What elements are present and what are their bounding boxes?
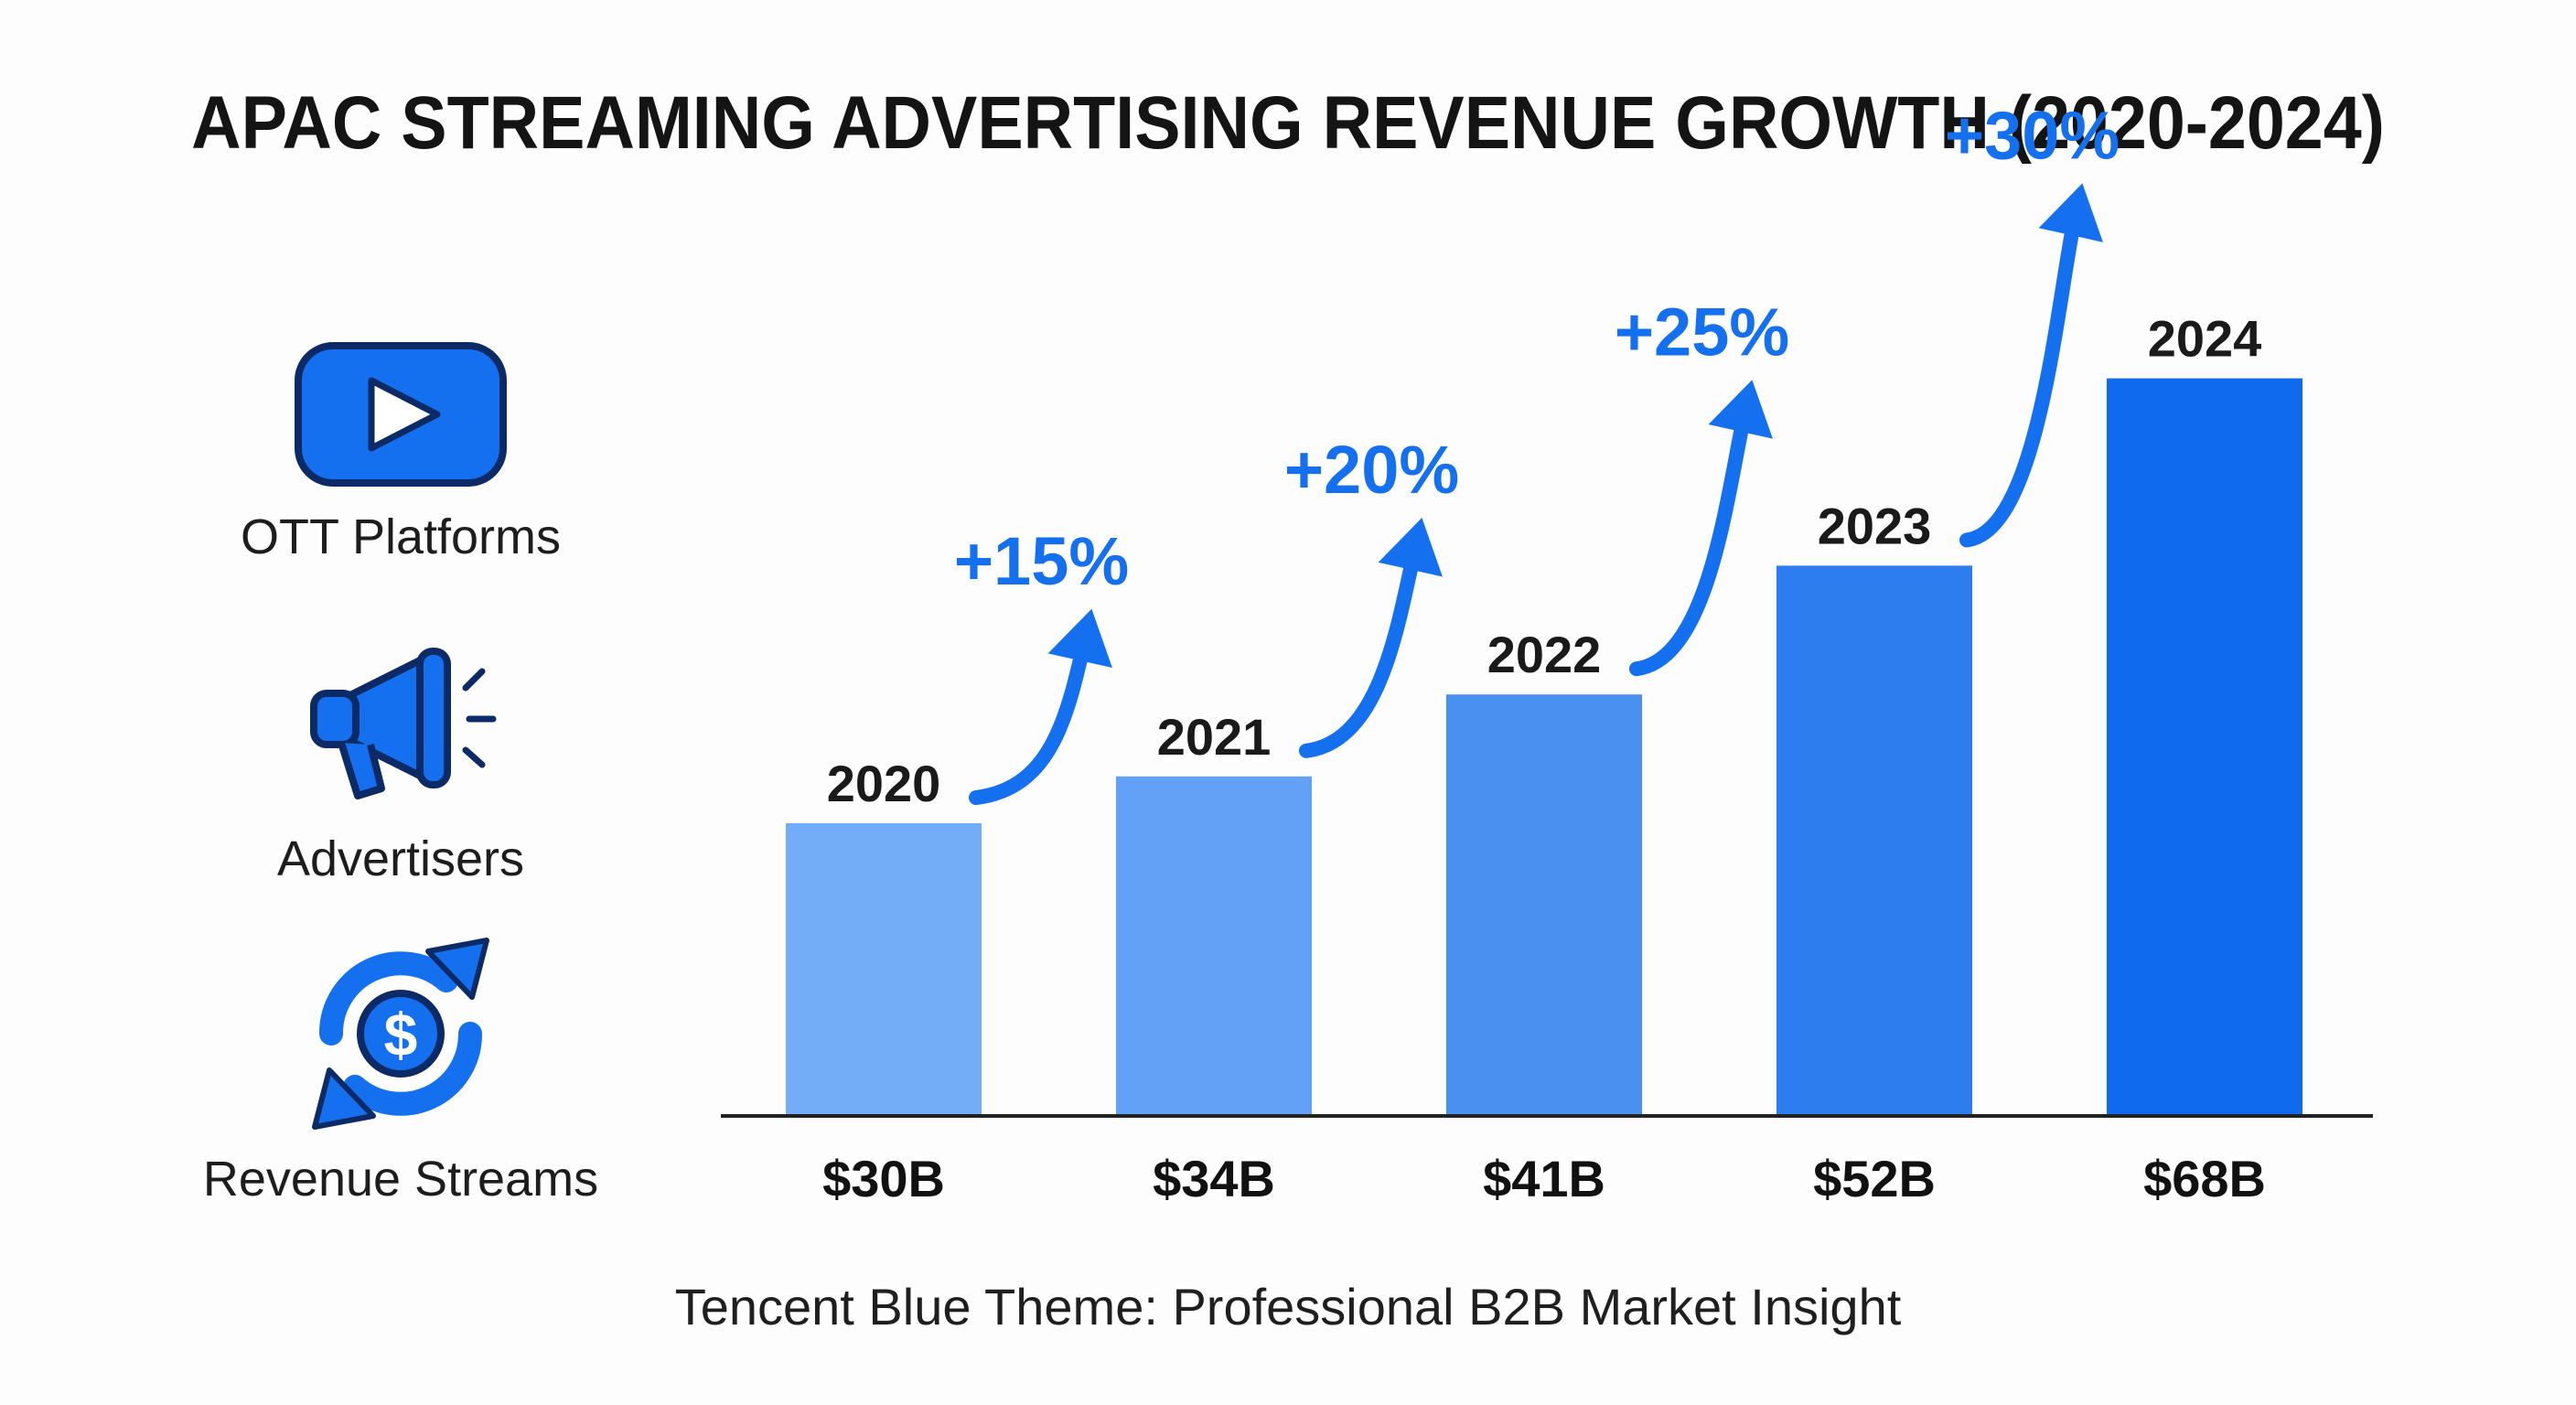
bar-value-label: $68B: [2143, 1150, 2266, 1207]
bar-year-label: 2024: [2148, 310, 2262, 368]
bar-value-label: $41B: [1483, 1150, 1605, 1207]
growth-percent-label: +20%: [1284, 432, 1459, 508]
megaphone-icon: [310, 648, 497, 799]
legend-item-revenue-streams: $ Revenue Streams: [163, 933, 639, 1207]
growth-arrow: [1299, 541, 1422, 758]
growth-arrow-head: [1047, 608, 1112, 669]
legend-label-revenue-streams: Revenue Streams: [202, 1152, 599, 1207]
bar-2022: [1446, 694, 1642, 1116]
bar-year-label: 2022: [1487, 626, 1602, 683]
bar-year-label: 2021: [1157, 708, 1272, 766]
bar-value-label: $34B: [1153, 1150, 1275, 1207]
growth-percent-label: +25%: [1615, 294, 1789, 370]
growth-arrow-head: [1378, 518, 1443, 577]
bar-2023: [1776, 565, 1972, 1116]
play-button-icon: [295, 342, 507, 487]
bar-year-label: 2023: [1818, 497, 1932, 554]
growth-percent-label: +15%: [954, 523, 1129, 599]
bar-value-label: $52B: [1813, 1150, 1936, 1207]
bar-year-label: 2020: [827, 755, 941, 812]
growth-arrow-head: [2038, 183, 2103, 242]
svg-text:$: $: [384, 1001, 418, 1068]
chart-title: APAC STREAMING ADVERTISING REVENUE GROWT…: [191, 81, 2385, 165]
legend-item-advertisers: Advertisers: [163, 631, 639, 887]
growth-arrow-head: [1708, 380, 1773, 439]
legend-label-ott-platforms: OTT Platforms: [240, 509, 562, 564]
growth-arrow: [1629, 402, 1753, 677]
bar-2020: [786, 823, 982, 1116]
growth-percent-label: +30%: [1945, 98, 2120, 174]
footer-caption: Tencent Blue Theme: Professional B2B Mar…: [674, 1278, 1902, 1335]
legend-label-advertisers: Advertisers: [276, 831, 525, 886]
bar-2024: [2107, 378, 2302, 1117]
bar-2021: [1116, 776, 1312, 1116]
growth-arrow: [1959, 206, 2083, 548]
legend-item-ott-platforms: OTT Platforms: [163, 337, 639, 565]
dollar-cycle-icon: $: [312, 938, 489, 1130]
bar-value-label: $30B: [822, 1150, 945, 1207]
growth-arrow: [969, 631, 1092, 805]
